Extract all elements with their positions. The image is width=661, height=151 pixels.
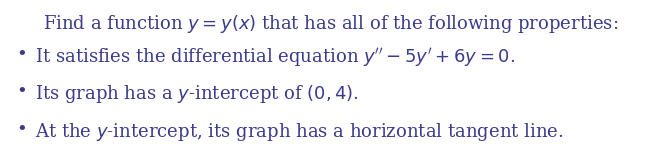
Text: •: • (17, 121, 27, 139)
Text: Find a function $y = y(x)$ that has all of the following properties:: Find a function $y = y(x)$ that has all … (43, 13, 618, 35)
Text: At the $y$-intercept, its graph has a horizontal tangent line.: At the $y$-intercept, its graph has a ho… (35, 121, 563, 143)
Text: It satisfies the differential equation $y'' - 5y' + 6y = 0$.: It satisfies the differential equation $… (35, 46, 515, 69)
Text: •: • (17, 83, 27, 101)
Text: •: • (17, 46, 27, 64)
Text: Its graph has a $y$-intercept of $(0, 4)$.: Its graph has a $y$-intercept of $(0, 4)… (35, 83, 359, 105)
